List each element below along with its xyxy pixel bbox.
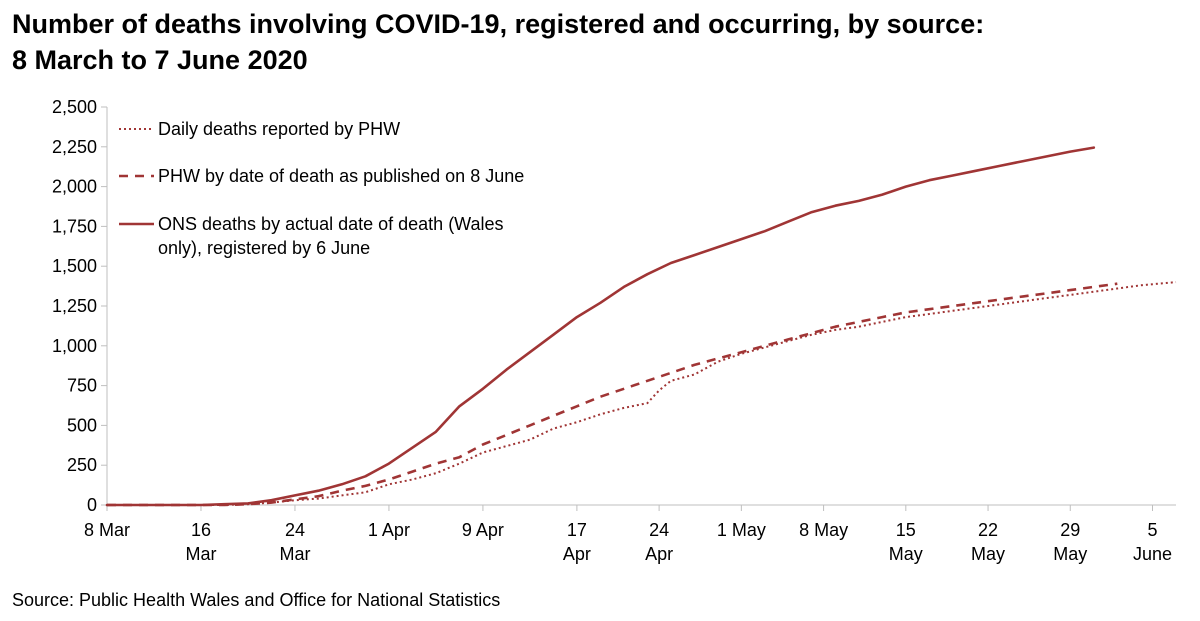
x-tick-label: 8 May	[799, 520, 848, 540]
y-tick-label: 0	[87, 495, 97, 515]
legend-label: ONS deaths by actual date of death (Wale…	[158, 214, 504, 234]
legend-label: only), registered by 6 June	[158, 238, 370, 258]
chart-title-line-2: 8 March to 7 June 2020	[12, 45, 308, 75]
y-tick-label: 2,500	[52, 97, 97, 117]
x-tick-label: May	[889, 544, 923, 564]
source-note: Source: Public Health Wales and Office f…	[12, 590, 501, 610]
x-tick-label: 8 Mar	[84, 520, 130, 540]
x-tick-label: 24	[649, 520, 669, 540]
y-tick-label: 1,750	[52, 216, 97, 236]
y-tick-label: 1,500	[52, 256, 97, 276]
line-chart: 0 250 500 750 1,000 1,250 1,500 1,750 2,000 2,250…	[52, 97, 1177, 564]
legend: Daily deaths reported by PHW PHW by date …	[119, 119, 524, 258]
y-axis: 0 250 500 750 1,000 1,250 1,500 1,750 2,000 2,250…	[52, 97, 108, 515]
chart-title-line-1: Number of deaths involving COVID-19, reg…	[12, 9, 985, 39]
x-tick-label: Mar	[185, 544, 216, 564]
x-tick-label: 9 Apr	[462, 520, 504, 540]
legend-label: PHW by date of death as published on 8 J…	[158, 166, 524, 186]
x-tick-label: Mar	[279, 544, 310, 564]
y-tick-label: 1,250	[52, 296, 97, 316]
x-tick-label: June	[1133, 544, 1172, 564]
x-tick-label: Apr	[563, 544, 591, 564]
legend-label: Daily deaths reported by PHW	[158, 119, 400, 139]
x-tick-label: 15	[896, 520, 916, 540]
y-tick-label: 500	[67, 415, 97, 435]
x-tick-label: 22	[978, 520, 998, 540]
x-tick-label: Apr	[645, 544, 673, 564]
y-tick-label: 750	[67, 376, 97, 396]
x-tick-label: 5	[1147, 520, 1157, 540]
x-tick-label: 1 Apr	[368, 520, 410, 540]
x-tick-label: 16	[191, 520, 211, 540]
y-tick-label: 250	[67, 455, 97, 475]
x-tick-label: 1 May	[717, 520, 766, 540]
x-tick-label: 24	[285, 520, 305, 540]
chart-title: Number of deaths involving COVID-19, reg…	[12, 6, 1192, 78]
series-line-dotted	[107, 281, 1177, 506]
series-line-solid	[105, 146, 1096, 507]
x-tick-label: May	[1053, 544, 1087, 564]
series-layer	[105, 146, 1177, 507]
x-tick-label: 29	[1060, 520, 1080, 540]
y-tick-label: 2,250	[52, 137, 97, 157]
x-axis: 8 Mar 16 Mar 24 Mar 1 Apr 9 Apr 17 Apr 24 Apr 1 May…	[84, 504, 1176, 564]
y-tick-label: 1,000	[52, 336, 97, 356]
series-line-dashed	[107, 282, 1118, 507]
x-tick-label: 17	[567, 520, 587, 540]
y-tick-label: 2,000	[52, 177, 97, 197]
x-tick-label: May	[971, 544, 1005, 564]
